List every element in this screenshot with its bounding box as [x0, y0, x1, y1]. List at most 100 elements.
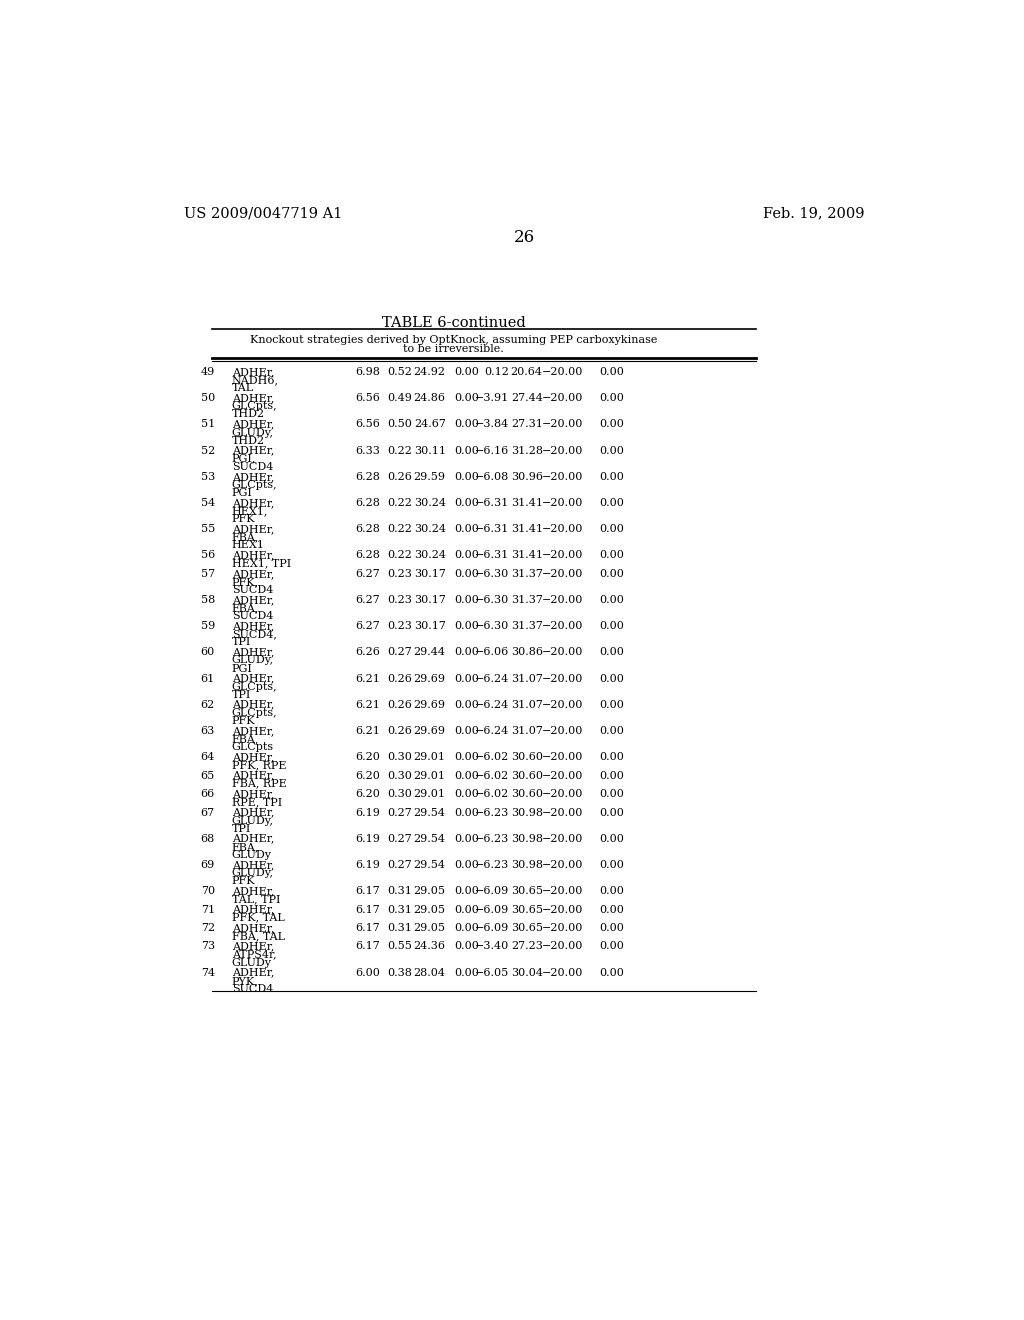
- Text: ADHEr,: ADHEr,: [231, 771, 274, 780]
- Text: 6.20: 6.20: [355, 789, 380, 799]
- Text: −20.00: −20.00: [542, 367, 583, 378]
- Text: 29.05: 29.05: [414, 886, 445, 896]
- Text: 31.41: 31.41: [511, 550, 543, 560]
- Text: ADHEr,: ADHEr,: [231, 752, 274, 762]
- Text: PFK: PFK: [231, 876, 255, 886]
- Text: 0.00: 0.00: [599, 595, 624, 605]
- Text: 0.22: 0.22: [387, 446, 413, 455]
- Text: 6.21: 6.21: [355, 700, 380, 710]
- Text: 0.00: 0.00: [455, 420, 479, 429]
- Text: ADHEr,: ADHEr,: [231, 550, 274, 560]
- Text: 29.54: 29.54: [414, 834, 445, 843]
- Text: 0.00: 0.00: [599, 726, 624, 735]
- Text: 0.00: 0.00: [455, 726, 479, 735]
- Text: 0.00: 0.00: [455, 622, 479, 631]
- Text: −20.00: −20.00: [542, 622, 583, 631]
- Text: to be irreversible.: to be irreversible.: [403, 345, 504, 354]
- Text: 30.17: 30.17: [414, 569, 445, 578]
- Text: −6.23: −6.23: [475, 859, 509, 870]
- Text: 0.26: 0.26: [387, 700, 413, 710]
- Text: 0.22: 0.22: [387, 498, 413, 508]
- Text: 0.27: 0.27: [388, 647, 413, 657]
- Text: ADHEr,: ADHEr,: [231, 622, 274, 631]
- Text: 6.17: 6.17: [355, 904, 380, 915]
- Text: −20.00: −20.00: [542, 420, 583, 429]
- Text: −6.09: −6.09: [475, 886, 509, 896]
- Text: ADHEr,: ADHEr,: [231, 420, 274, 429]
- Text: 0.38: 0.38: [387, 968, 413, 978]
- Text: 29.54: 29.54: [414, 808, 445, 817]
- Text: HEX1, TPI: HEX1, TPI: [231, 558, 291, 569]
- Text: ADHEr,: ADHEr,: [231, 941, 274, 952]
- Text: 0.00: 0.00: [599, 771, 624, 780]
- Text: 6.56: 6.56: [355, 420, 380, 429]
- Text: −6.30: −6.30: [475, 569, 509, 578]
- Text: TPI: TPI: [231, 689, 251, 700]
- Text: −20.00: −20.00: [542, 789, 583, 799]
- Text: ADHEr,: ADHEr,: [231, 904, 274, 915]
- Text: 30.65: 30.65: [511, 923, 543, 933]
- Text: 0.00: 0.00: [599, 886, 624, 896]
- Text: RPE, TPI: RPE, TPI: [231, 797, 282, 807]
- Text: −20.00: −20.00: [542, 923, 583, 933]
- Text: PFK: PFK: [231, 515, 255, 524]
- Text: FBA, RPE: FBA, RPE: [231, 779, 287, 788]
- Text: 0.23: 0.23: [387, 595, 413, 605]
- Text: 0.00: 0.00: [599, 859, 624, 870]
- Text: 24.67: 24.67: [414, 420, 445, 429]
- Text: −6.08: −6.08: [475, 471, 509, 482]
- Text: −20.00: −20.00: [542, 647, 583, 657]
- Text: 71: 71: [201, 904, 215, 915]
- Text: −6.05: −6.05: [475, 968, 509, 978]
- Text: 0.00: 0.00: [599, 700, 624, 710]
- Text: 29.59: 29.59: [414, 471, 445, 482]
- Text: −6.23: −6.23: [475, 808, 509, 817]
- Text: −20.00: −20.00: [542, 595, 583, 605]
- Text: 0.00: 0.00: [455, 524, 479, 535]
- Text: 29.69: 29.69: [414, 726, 445, 735]
- Text: 58: 58: [201, 595, 215, 605]
- Text: 0.00: 0.00: [599, 622, 624, 631]
- Text: 30.60: 30.60: [511, 771, 543, 780]
- Text: ADHEr,: ADHEr,: [231, 886, 274, 896]
- Text: THD2: THD2: [231, 409, 265, 420]
- Text: −20.00: −20.00: [542, 446, 583, 455]
- Text: 30.96: 30.96: [511, 471, 543, 482]
- Text: 6.17: 6.17: [355, 886, 380, 896]
- Text: GLUDy,: GLUDy,: [231, 869, 273, 878]
- Text: 0.30: 0.30: [387, 789, 413, 799]
- Text: −6.02: −6.02: [475, 771, 509, 780]
- Text: 53: 53: [201, 471, 215, 482]
- Text: 30.60: 30.60: [511, 789, 543, 799]
- Text: PFK: PFK: [231, 715, 255, 726]
- Text: ADHEr,: ADHEr,: [231, 808, 274, 817]
- Text: 29.01: 29.01: [414, 789, 445, 799]
- Text: ADHEr,: ADHEr,: [231, 498, 274, 508]
- Text: 30.65: 30.65: [511, 904, 543, 915]
- Text: PGI: PGI: [231, 488, 253, 498]
- Text: 0.00: 0.00: [599, 834, 624, 843]
- Text: ADHEr,: ADHEr,: [231, 595, 274, 605]
- Text: 30.65: 30.65: [511, 886, 543, 896]
- Text: 0.00: 0.00: [455, 886, 479, 896]
- Text: ADHEr,: ADHEr,: [231, 471, 274, 482]
- Text: 69: 69: [201, 859, 215, 870]
- Text: 73: 73: [201, 941, 215, 952]
- Text: GLUDy,: GLUDy,: [231, 428, 273, 437]
- Text: GLCpts,: GLCpts,: [231, 401, 278, 412]
- Text: 24.36: 24.36: [414, 941, 445, 952]
- Text: 0.27: 0.27: [388, 808, 413, 817]
- Text: 0.31: 0.31: [387, 886, 413, 896]
- Text: ADHEr,: ADHEr,: [231, 859, 274, 870]
- Text: PFK, TAL: PFK, TAL: [231, 912, 285, 923]
- Text: 6.28: 6.28: [355, 550, 380, 560]
- Text: ADHEr,: ADHEr,: [231, 569, 274, 578]
- Text: 6.20: 6.20: [355, 771, 380, 780]
- Text: 30.24: 30.24: [414, 524, 445, 535]
- Text: 29.69: 29.69: [414, 673, 445, 684]
- Text: 0.23: 0.23: [387, 622, 413, 631]
- Text: GLCpts,: GLCpts,: [231, 708, 278, 718]
- Text: −6.31: −6.31: [475, 498, 509, 508]
- Text: 0.00: 0.00: [455, 771, 479, 780]
- Text: 6.21: 6.21: [355, 726, 380, 735]
